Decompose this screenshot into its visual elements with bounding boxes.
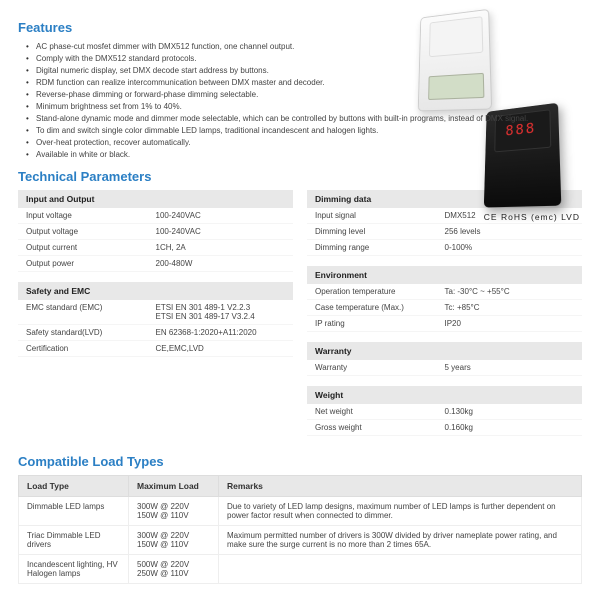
feature-item: Stand-alone dynamic mode and dimmer mode…	[26, 113, 582, 125]
safety-block: Safety and EMC EMC standard (EMC)ETSI EN…	[18, 282, 293, 357]
feature-item: Available in white or black.	[26, 149, 582, 161]
compat-cell: 300W @ 220V 150W @ 110V	[129, 526, 219, 555]
io-header: Input and Output	[18, 190, 293, 208]
param-label: Dimming range	[315, 243, 445, 252]
param-label: Safety standard(LVD)	[26, 328, 156, 337]
dimming-row: Dimming range0-100%	[307, 240, 582, 256]
weight-header: Weight	[307, 386, 582, 404]
safety-row: Safety standard(LVD)EN 62368-1:2020+A11:…	[18, 325, 293, 341]
compat-cell	[219, 555, 582, 584]
tech-right-column: Dimming data Input signalDMX512Dimming l…	[307, 190, 582, 446]
param-label: IP rating	[315, 319, 445, 328]
param-value: 0-100%	[445, 243, 575, 252]
param-value: IP20	[445, 319, 575, 328]
feature-item: Reverse-phase dimming or forward-phase d…	[26, 89, 582, 101]
compat-col-header: Load Type	[19, 476, 129, 497]
param-value: 100-240VAC	[156, 227, 286, 236]
compat-col-header: Remarks	[219, 476, 582, 497]
compat-cell: Triac Dimmable LED drivers	[19, 526, 129, 555]
compat-cell: Due to variety of LED lamp designs, maxi…	[219, 497, 582, 526]
param-value: CE,EMC,LVD	[156, 344, 286, 353]
io-row: Output current1CH, 2A	[18, 240, 293, 256]
tech-left-column: Input and Output Input voltage100-240VAC…	[18, 190, 293, 446]
feature-item: Minimum brightness set from 1% to 40%.	[26, 101, 582, 113]
param-label: Input voltage	[26, 211, 156, 220]
param-value: 0.130kg	[445, 407, 575, 416]
param-value: Ta: -30°C ~ +55°C	[445, 287, 575, 296]
feature-item: Comply with the DMX512 standard protocol…	[26, 53, 582, 65]
compat-cell: Maximum permitted number of drivers is 3…	[219, 526, 582, 555]
param-value: EN 62368-1:2020+A11:2020	[156, 328, 286, 337]
feature-item: RDM function can realize intercommunicat…	[26, 77, 582, 89]
io-row: Input voltage100-240VAC	[18, 208, 293, 224]
feature-item: Over-heat protection, recover automatica…	[26, 137, 582, 149]
compat-cell: Dimmable LED lamps	[19, 497, 129, 526]
param-value: 200-480W	[156, 259, 286, 268]
compat-cell: 300W @ 220V 150W @ 110V	[129, 497, 219, 526]
env-block: Environment Operation temperatureTa: -30…	[307, 266, 582, 332]
warranty-header: Warranty	[307, 342, 582, 360]
param-label: Operation temperature	[315, 287, 445, 296]
param-value: Tc: +85°C	[445, 303, 575, 312]
safety-row: EMC standard (EMC)ETSI EN 301 489-1 V2.2…	[18, 300, 293, 325]
io-row: Output voltage100-240VAC	[18, 224, 293, 240]
env-header: Environment	[307, 266, 582, 284]
safety-row: CertificationCE,EMC,LVD	[18, 341, 293, 357]
param-label: Certification	[26, 344, 156, 353]
compat-row: Dimmable LED lamps300W @ 220V 150W @ 110…	[19, 497, 582, 526]
param-value: 100-240VAC	[156, 211, 286, 220]
env-row: Operation temperatureTa: -30°C ~ +55°C	[307, 284, 582, 300]
feature-item: To dim and switch single color dimmable …	[26, 125, 582, 137]
dimming-row: Dimming level256 levels	[307, 224, 582, 240]
param-label: Output voltage	[26, 227, 156, 236]
compat-col-header: Maximum Load	[129, 476, 219, 497]
io-block: Input and Output Input voltage100-240VAC…	[18, 190, 293, 272]
param-value: 256 levels	[445, 227, 575, 236]
feature-item: AC phase-cut mosfet dimmer with DMX512 f…	[26, 41, 582, 53]
cert-badges: CE RoHS (emc) LVD	[410, 212, 580, 222]
param-label: Warranty	[315, 363, 445, 372]
feature-item: Digital numeric display, set DMX decode …	[26, 65, 582, 77]
compat-table: Load TypeMaximum LoadRemarks Dimmable LE…	[18, 475, 582, 584]
warranty-row: Warranty5 years	[307, 360, 582, 376]
param-label: Output current	[26, 243, 156, 252]
param-label: Gross weight	[315, 423, 445, 432]
weight-row: Gross weight0.160kg	[307, 420, 582, 436]
param-value: ETSI EN 301 489-1 V2.2.3 ETSI EN 301 489…	[156, 303, 286, 321]
param-value: 5 years	[445, 363, 575, 372]
param-label: Output power	[26, 259, 156, 268]
compat-cell: 500W @ 220V 250W @ 110V	[129, 555, 219, 584]
param-value: 1CH, 2A	[156, 243, 286, 252]
weight-block: Weight Net weight0.130kgGross weight0.16…	[307, 386, 582, 436]
safety-header: Safety and EMC	[18, 282, 293, 300]
env-row: Case temperature (Max.)Tc: +85°C	[307, 300, 582, 316]
param-label: Net weight	[315, 407, 445, 416]
weight-row: Net weight0.130kg	[307, 404, 582, 420]
compat-heading: Compatible Load Types	[18, 454, 582, 469]
features-list: AC phase-cut mosfet dimmer with DMX512 f…	[18, 41, 582, 161]
compat-cell: Incandescent lighting, HV Halogen lamps	[19, 555, 129, 584]
io-row: Output power200-480W	[18, 256, 293, 272]
warranty-block: Warranty Warranty5 years	[307, 342, 582, 376]
param-label: Case temperature (Max.)	[315, 303, 445, 312]
env-row: IP ratingIP20	[307, 316, 582, 332]
compat-row: Triac Dimmable LED drivers300W @ 220V 15…	[19, 526, 582, 555]
compat-row: Incandescent lighting, HV Halogen lamps5…	[19, 555, 582, 584]
param-label: EMC standard (EMC)	[26, 303, 156, 321]
param-label: Dimming level	[315, 227, 445, 236]
param-value: 0.160kg	[445, 423, 575, 432]
